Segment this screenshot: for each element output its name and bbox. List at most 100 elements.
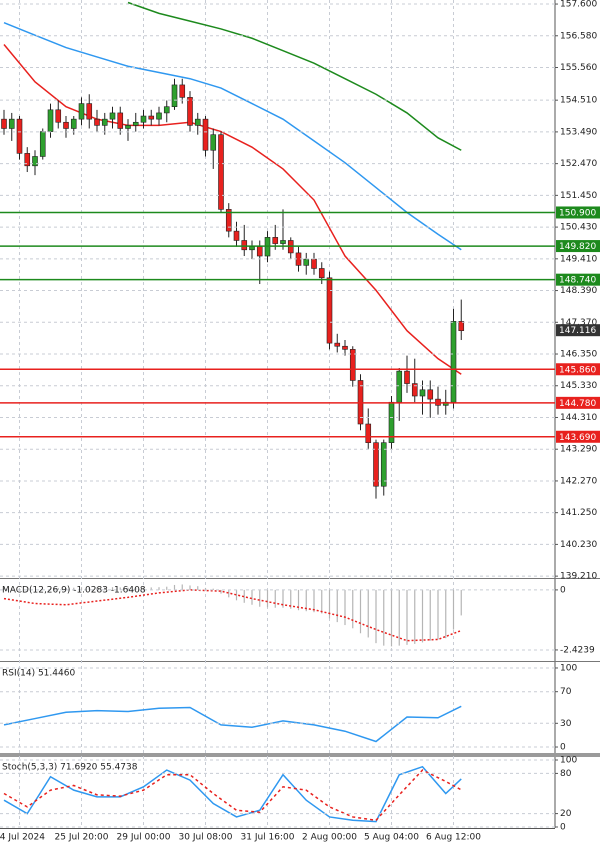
candle-body xyxy=(342,345,348,350)
level-label: 149.820 xyxy=(559,242,596,252)
level-label: 145.860 xyxy=(559,365,596,375)
y-tick-label: 145.330 xyxy=(560,381,597,391)
level-label: 143.690 xyxy=(559,433,596,443)
candle-body xyxy=(458,321,465,331)
y-tick-label: 140.230 xyxy=(560,540,597,550)
panel xyxy=(3,765,462,823)
y-tick-label: 100 xyxy=(560,663,577,673)
level-label-box xyxy=(556,206,600,219)
candle-body xyxy=(163,106,170,114)
candle-body xyxy=(396,370,403,403)
candle-body xyxy=(326,277,333,344)
y-tick-label: 30 xyxy=(560,719,572,729)
candle-body xyxy=(8,118,15,129)
y-tick-label: 147.370 xyxy=(560,318,597,328)
candle-body xyxy=(132,121,139,126)
y-tick-label: 70 xyxy=(560,687,572,697)
panel-title: RSI(14) 51.4460 xyxy=(2,669,75,679)
candle-body xyxy=(171,84,178,108)
x-tick-label: 29 Jul 00:00 xyxy=(117,833,171,843)
oscillator-line xyxy=(3,765,462,823)
x-tick-label: 31 Jul 16:00 xyxy=(241,833,295,843)
x-tick-label: 25 Jul 20:00 xyxy=(55,833,109,843)
candle-body xyxy=(117,112,124,129)
panel-title: MACD(12,26,9) -1.0283 -1.6408 xyxy=(2,586,146,596)
last-price-box xyxy=(556,324,600,337)
y-tick-label: 148.390 xyxy=(560,286,597,296)
candle-body xyxy=(70,118,77,129)
candle-body xyxy=(78,103,85,120)
y-tick-label: 142.270 xyxy=(560,476,597,486)
last-price-label: 147.116 xyxy=(559,326,596,336)
candle-body xyxy=(101,118,108,126)
level-label: 148.740 xyxy=(559,276,596,286)
candle-body xyxy=(47,109,54,132)
level-label-box xyxy=(556,273,600,286)
candle-body xyxy=(125,125,131,129)
y-tick-label: 152.470 xyxy=(560,159,597,169)
panel-title: Stoch(5,3,3) 71.6920 55.4738 xyxy=(2,763,138,773)
candle-body xyxy=(311,258,317,269)
candle-body xyxy=(233,230,240,241)
candle-body xyxy=(187,97,193,126)
y-tick-label: 153.490 xyxy=(560,127,597,137)
y-tick-label: 80 xyxy=(560,769,572,779)
x-tick-label: 2 Aug 00:00 xyxy=(302,833,357,843)
candle-body xyxy=(427,389,434,400)
candle-body xyxy=(249,246,255,251)
candle-body xyxy=(179,84,186,98)
candle-body xyxy=(63,121,69,129)
candle-body xyxy=(16,118,23,154)
y-tick-label: -2.4239 xyxy=(560,645,595,655)
candle-body xyxy=(365,423,372,443)
candle-body xyxy=(411,383,418,397)
y-tick-label: 150.430 xyxy=(560,223,597,233)
candle-body xyxy=(210,134,217,151)
y-tick-label: 151.450 xyxy=(560,191,597,201)
candle-body xyxy=(241,240,248,251)
candle-body xyxy=(140,115,147,123)
oscillator-line xyxy=(3,705,462,743)
candle-body xyxy=(256,246,263,257)
level-label-box xyxy=(556,430,600,443)
panel xyxy=(3,705,462,743)
candle-body xyxy=(202,118,209,151)
x-tick-label: 30 Jul 08:00 xyxy=(179,833,233,843)
x-tick-label: 5 Aug 04:00 xyxy=(364,833,419,843)
y-tick-label: 154.510 xyxy=(560,96,597,106)
level-label: 144.780 xyxy=(559,399,596,409)
candle-body xyxy=(24,153,31,167)
y-tick-label: 149.410 xyxy=(560,254,597,264)
x-tick-label: 6 Aug 12:00 xyxy=(426,833,481,843)
y-tick-label: 0 xyxy=(560,822,566,832)
panel xyxy=(3,584,462,647)
candle-body xyxy=(94,118,100,126)
panel-divider xyxy=(0,753,600,757)
candle-body xyxy=(318,268,325,279)
y-tick-label: 100 xyxy=(560,756,577,766)
candle-body xyxy=(1,118,7,129)
y-tick-label: 144.310 xyxy=(560,413,597,423)
candle-body xyxy=(156,112,162,120)
candle-body xyxy=(194,118,201,126)
candle-body xyxy=(349,349,356,381)
y-tick-label: 143.290 xyxy=(560,445,597,455)
moving-average xyxy=(3,22,462,251)
candle-body xyxy=(303,258,310,266)
level-label: 150.900 xyxy=(559,208,596,218)
candle-body xyxy=(419,389,426,397)
y-tick-label: 0 xyxy=(560,743,566,753)
candle-body xyxy=(32,156,38,167)
y-tick-label: 141.250 xyxy=(560,508,597,518)
candle-body xyxy=(373,442,379,487)
candle-body xyxy=(39,131,46,157)
panel xyxy=(1,1,465,499)
y-tick-label: 20 xyxy=(560,809,572,819)
level-label-box xyxy=(556,363,600,376)
candle-body xyxy=(225,209,232,232)
y-tick-label: 155.560 xyxy=(560,63,597,73)
y-tick-label: 146.350 xyxy=(560,350,597,360)
candle-body xyxy=(334,342,341,347)
